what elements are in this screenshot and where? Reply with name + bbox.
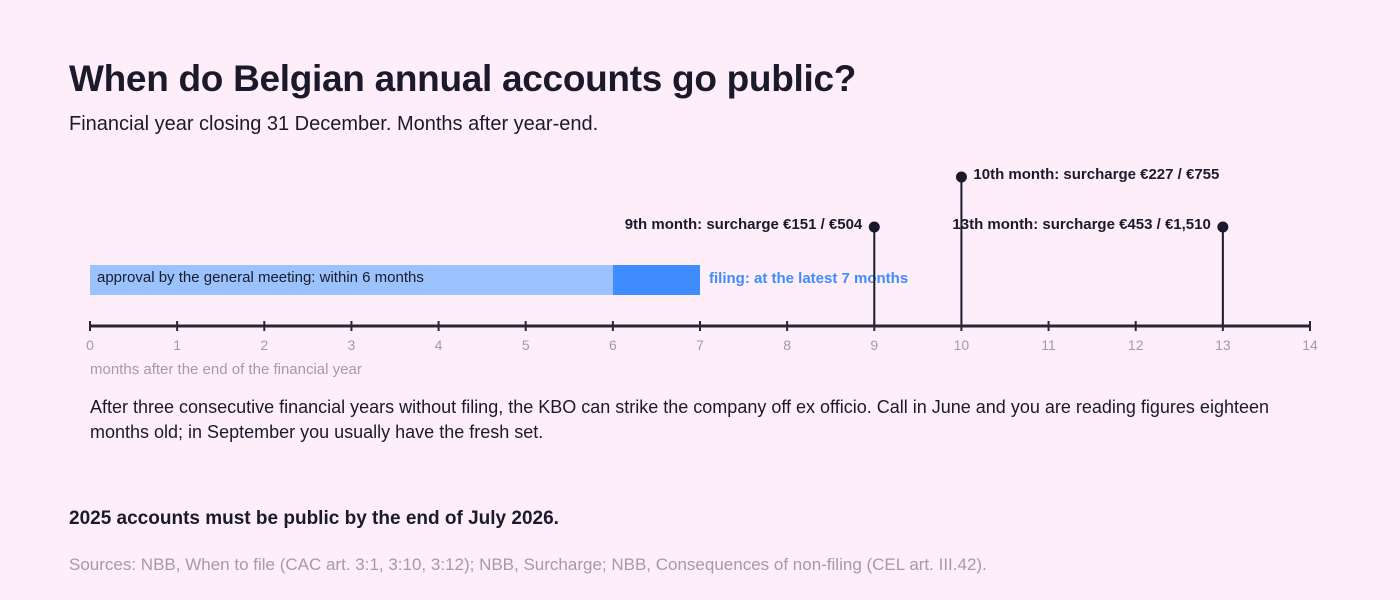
milestone-label-1: 9th month: surcharge €151 / €504 <box>625 216 863 233</box>
milestone-dot-2 <box>955 171 967 183</box>
span-label-1: approval by the general meeting: within … <box>97 269 424 286</box>
x-tick-label-2: 2 <box>260 337 268 353</box>
milestone-dot-1 <box>868 221 880 233</box>
milestone-label-3: 13th month: surcharge €453 / €1,510 <box>952 216 1210 233</box>
x-axis-label: months after the end of the financial ye… <box>90 361 362 378</box>
span-label-2: filing: at the latest 7 months <box>709 270 908 287</box>
span-bar-1 <box>90 265 613 295</box>
x-tick-label-0: 0 <box>86 337 94 353</box>
sources-note: Sources: NBB, When to file (CAC art. 3:1… <box>69 555 987 574</box>
milestone-label-2: 10th month: surcharge €227 / €755 <box>973 166 1219 183</box>
x-tick-label-7: 7 <box>696 337 704 353</box>
x-tick-label-5: 5 <box>522 337 530 353</box>
x-tick-label-12: 12 <box>1128 337 1144 353</box>
x-tick-label-14: 14 <box>1302 337 1318 353</box>
takeaway-statement: 2025 accounts must be public by the end … <box>69 508 559 529</box>
x-tick-label-4: 4 <box>435 337 443 353</box>
x-tick-label-3: 3 <box>348 337 356 353</box>
chart-subtitle: Financial year closing 31 December. Mont… <box>69 113 599 135</box>
span-bar-2 <box>612 265 700 295</box>
x-tick-label-1: 1 <box>173 337 181 353</box>
x-tick-label-11: 11 <box>1041 337 1056 353</box>
explanatory-note: After three consecutive financial years … <box>90 397 1269 442</box>
x-tick-label-9: 9 <box>870 337 878 353</box>
timeline-chart: approval by the general meeting: within … <box>86 166 1318 378</box>
chart-title: When do Belgian annual accounts go publi… <box>69 58 857 99</box>
x-tick-label-10: 10 <box>954 337 970 353</box>
x-tick-label-13: 13 <box>1215 337 1231 353</box>
x-tick-label-6: 6 <box>609 337 617 353</box>
x-tick-label-8: 8 <box>783 337 791 353</box>
milestone-dot-3 <box>1217 221 1229 233</box>
